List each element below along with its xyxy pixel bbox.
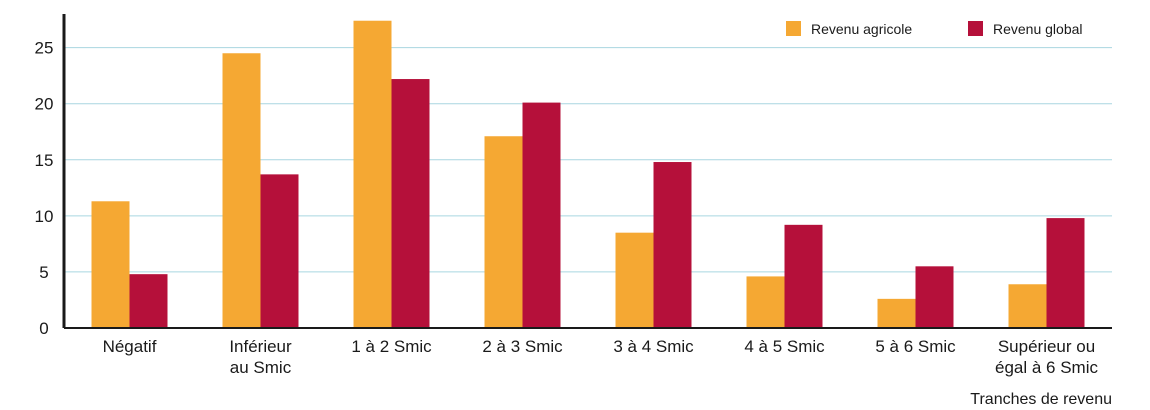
y-tick-label: 5 bbox=[39, 263, 48, 282]
x-category-label: Négatif bbox=[103, 337, 157, 356]
bars bbox=[91, 20, 1085, 329]
bar-revenu-global bbox=[1046, 218, 1085, 328]
y-tick-label: 25 bbox=[35, 39, 54, 58]
gridlines bbox=[64, 47, 1112, 273]
bar-revenu-global bbox=[129, 274, 168, 328]
bar-revenu-agricole bbox=[484, 136, 523, 328]
x-category-label: 4 à 5 Smic bbox=[744, 337, 825, 356]
legend: Revenu agricole Revenu global bbox=[786, 21, 1083, 37]
y-tick-labels: 0 5 10 15 20 25 bbox=[35, 39, 54, 338]
bar-revenu-global bbox=[522, 102, 561, 328]
bar-revenu-agricole bbox=[353, 20, 392, 328]
legend-label: Revenu agricole bbox=[811, 21, 912, 37]
legend-swatch bbox=[786, 21, 801, 36]
bar-revenu-agricole bbox=[746, 276, 785, 328]
legend-swatch bbox=[968, 21, 983, 36]
y-tick-label: 10 bbox=[35, 207, 54, 226]
x-category-label: Inférieur au Smic bbox=[229, 337, 292, 377]
bar-revenu-agricole bbox=[877, 298, 916, 328]
x-category-label: 2 à 3 Smic bbox=[482, 337, 563, 356]
x-category-label: 3 à 4 Smic bbox=[613, 337, 694, 356]
y-tick-label: 20 bbox=[35, 95, 54, 114]
axes bbox=[62, 14, 1112, 329]
bar-revenu-global bbox=[784, 224, 823, 328]
x-axis-title: Tranches de revenu bbox=[970, 391, 1112, 408]
bar-revenu-agricole bbox=[615, 232, 654, 328]
x-category-label: 1 à 2 Smic bbox=[351, 337, 432, 356]
y-tick-label: 15 bbox=[35, 151, 54, 170]
bar-revenu-global bbox=[915, 266, 954, 328]
x-category-label: 5 à 6 Smic bbox=[875, 337, 956, 356]
bar-revenu-global bbox=[260, 174, 299, 328]
bar-revenu-agricole bbox=[91, 201, 130, 328]
y-tick-label: 0 bbox=[39, 319, 48, 338]
bar-revenu-global bbox=[391, 79, 430, 329]
bar-revenu-agricole bbox=[1008, 284, 1047, 328]
bar-revenu-global bbox=[653, 162, 692, 328]
x-category-label: Supérieur ou égal à 6 Smic bbox=[995, 337, 1098, 377]
bar-revenu-agricole bbox=[222, 53, 261, 328]
x-category-labels: Négatif Inférieur au Smic 1 à 2 Smic 2 à 3 S… bbox=[103, 337, 1099, 377]
legend-label: Revenu global bbox=[993, 21, 1083, 37]
